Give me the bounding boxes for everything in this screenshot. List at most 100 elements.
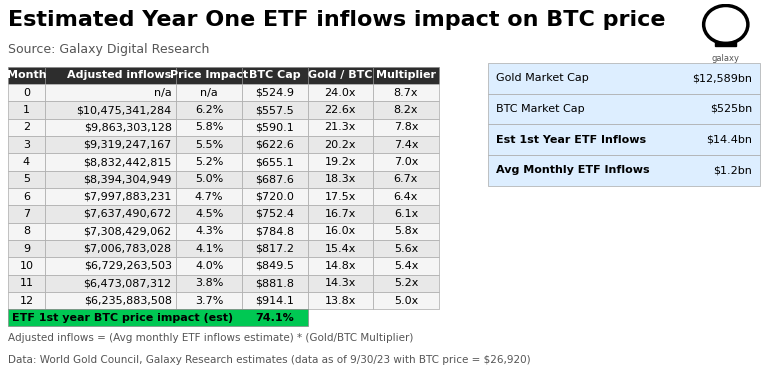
FancyBboxPatch shape — [307, 292, 373, 309]
Text: Gold Market Cap: Gold Market Cap — [496, 73, 588, 83]
Text: $752.4: $752.4 — [255, 209, 294, 219]
Text: $655.1: $655.1 — [256, 157, 294, 167]
Text: Source: Galaxy Digital Research: Source: Galaxy Digital Research — [8, 43, 209, 56]
FancyBboxPatch shape — [177, 67, 242, 84]
Text: 14.8x: 14.8x — [325, 261, 356, 271]
FancyBboxPatch shape — [307, 101, 373, 119]
Text: 19.2x: 19.2x — [325, 157, 356, 167]
Text: Estimated Year One ETF inflows impact on BTC price: Estimated Year One ETF inflows impact on… — [8, 10, 665, 30]
Text: $9,863,303,128: $9,863,303,128 — [84, 122, 171, 132]
Text: 3.8%: 3.8% — [195, 278, 223, 288]
Text: 4.7%: 4.7% — [195, 192, 223, 201]
FancyBboxPatch shape — [242, 84, 307, 101]
FancyBboxPatch shape — [488, 63, 760, 93]
FancyBboxPatch shape — [242, 292, 307, 309]
FancyBboxPatch shape — [8, 292, 45, 309]
Text: $590.1: $590.1 — [255, 122, 294, 132]
FancyBboxPatch shape — [242, 119, 307, 136]
Text: 7.4x: 7.4x — [394, 140, 418, 150]
FancyBboxPatch shape — [45, 205, 177, 223]
Text: $524.9: $524.9 — [255, 88, 294, 98]
FancyBboxPatch shape — [373, 119, 439, 136]
Text: 15.4x: 15.4x — [325, 244, 356, 253]
FancyBboxPatch shape — [177, 292, 242, 309]
Text: 24.0x: 24.0x — [325, 88, 356, 98]
Text: $6,473,087,312: $6,473,087,312 — [84, 278, 171, 288]
Text: $7,637,490,672: $7,637,490,672 — [84, 209, 171, 219]
Text: n/a: n/a — [200, 88, 218, 98]
FancyBboxPatch shape — [307, 153, 373, 171]
Text: 7.8x: 7.8x — [394, 122, 418, 132]
Text: 5.2%: 5.2% — [195, 157, 223, 167]
Text: $10,475,341,284: $10,475,341,284 — [76, 105, 171, 115]
Text: 5.8x: 5.8x — [394, 226, 418, 236]
Text: 16.7x: 16.7x — [325, 209, 356, 219]
Text: 74.1%: 74.1% — [255, 313, 294, 323]
Text: $8,394,304,949: $8,394,304,949 — [83, 174, 171, 184]
FancyBboxPatch shape — [8, 275, 45, 292]
FancyBboxPatch shape — [307, 188, 373, 205]
Text: n/a: n/a — [154, 88, 171, 98]
Text: $6,729,263,503: $6,729,263,503 — [84, 261, 171, 271]
Text: 4: 4 — [23, 157, 30, 167]
FancyBboxPatch shape — [307, 240, 373, 257]
Text: $849.5: $849.5 — [255, 261, 294, 271]
FancyBboxPatch shape — [242, 136, 307, 153]
FancyBboxPatch shape — [242, 171, 307, 188]
FancyBboxPatch shape — [307, 136, 373, 153]
Text: 5.6x: 5.6x — [394, 244, 418, 253]
Text: 9: 9 — [23, 244, 30, 253]
FancyBboxPatch shape — [45, 136, 177, 153]
Text: 17.5x: 17.5x — [325, 192, 356, 201]
Text: Est 1st Year ETF Inflows: Est 1st Year ETF Inflows — [496, 135, 646, 145]
FancyBboxPatch shape — [307, 223, 373, 240]
Text: Month: Month — [7, 70, 46, 81]
Text: $687.6: $687.6 — [255, 174, 294, 184]
Text: Data: World Gold Council, Galaxy Research estimates (data as of 9/30/23 with BTC: Data: World Gold Council, Galaxy Researc… — [8, 355, 531, 365]
Text: Adjusted inflows: Adjusted inflows — [68, 70, 171, 81]
FancyBboxPatch shape — [373, 153, 439, 171]
FancyBboxPatch shape — [177, 153, 242, 171]
FancyBboxPatch shape — [373, 171, 439, 188]
FancyBboxPatch shape — [242, 153, 307, 171]
FancyBboxPatch shape — [307, 67, 373, 84]
Text: 6.4x: 6.4x — [394, 192, 418, 201]
FancyBboxPatch shape — [307, 275, 373, 292]
Text: 22.6x: 22.6x — [325, 105, 356, 115]
Text: $7,997,883,231: $7,997,883,231 — [83, 192, 171, 201]
Text: $12,589bn: $12,589bn — [692, 73, 752, 83]
FancyBboxPatch shape — [242, 275, 307, 292]
FancyBboxPatch shape — [307, 257, 373, 275]
FancyBboxPatch shape — [242, 67, 307, 84]
Text: 1: 1 — [23, 105, 30, 115]
FancyBboxPatch shape — [177, 205, 242, 223]
FancyBboxPatch shape — [45, 188, 177, 205]
Text: 12: 12 — [19, 296, 34, 305]
Text: 8.7x: 8.7x — [394, 88, 418, 98]
Text: Price Impact: Price Impact — [170, 70, 248, 81]
Text: 4.1%: 4.1% — [195, 244, 223, 253]
Text: Adjusted inflows = (Avg monthly ETF inflows estimate) * (Gold/BTC Multiplier): Adjusted inflows = (Avg monthly ETF infl… — [8, 333, 413, 343]
FancyBboxPatch shape — [45, 240, 177, 257]
FancyBboxPatch shape — [307, 119, 373, 136]
FancyBboxPatch shape — [45, 153, 177, 171]
FancyBboxPatch shape — [45, 292, 177, 309]
Text: 5.4x: 5.4x — [394, 261, 418, 271]
FancyBboxPatch shape — [8, 153, 45, 171]
FancyBboxPatch shape — [45, 223, 177, 240]
Text: 5.2x: 5.2x — [394, 278, 418, 288]
Text: 10: 10 — [19, 261, 34, 271]
FancyBboxPatch shape — [177, 240, 242, 257]
Text: 8: 8 — [23, 226, 30, 236]
FancyBboxPatch shape — [45, 171, 177, 188]
Text: 20.2x: 20.2x — [325, 140, 356, 150]
FancyBboxPatch shape — [373, 101, 439, 119]
FancyBboxPatch shape — [242, 257, 307, 275]
Text: $9,319,247,167: $9,319,247,167 — [84, 140, 171, 150]
FancyBboxPatch shape — [8, 188, 45, 205]
FancyBboxPatch shape — [177, 223, 242, 240]
Text: Multiplier: Multiplier — [376, 70, 436, 81]
FancyBboxPatch shape — [242, 205, 307, 223]
Text: $914.1: $914.1 — [255, 296, 294, 305]
FancyBboxPatch shape — [8, 205, 45, 223]
